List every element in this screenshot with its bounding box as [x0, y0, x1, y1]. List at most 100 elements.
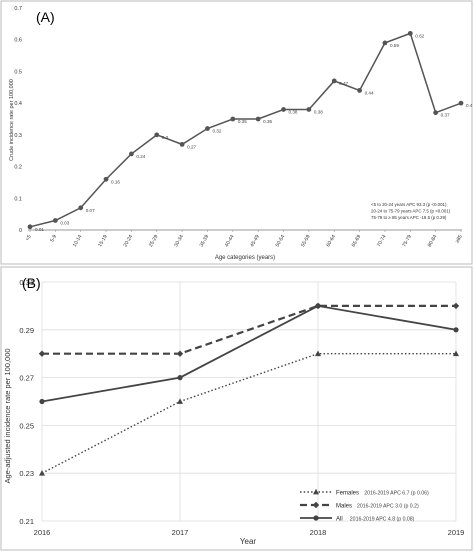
y-tick-label: 0.21	[19, 517, 34, 526]
legend-note: 2016-2019 APC 6.7 (p 0.06)	[364, 491, 429, 497]
data-point	[306, 107, 312, 112]
data-label: 0.37	[441, 113, 450, 118]
chart-b-svg: 0.21 0.23 0.25 0.27 0.29 0.31 2016 2017 2018 2019…	[0, 266, 473, 551]
y-tick-label: 0.3	[14, 133, 22, 139]
x-tick-label: 65-69	[351, 234, 363, 248]
data-point	[78, 205, 84, 211]
data-label: 0.62	[415, 33, 424, 38]
data-point	[129, 151, 134, 157]
series-line-females	[41, 352, 456, 474]
x-tick-label: 20-24	[123, 234, 135, 248]
data-label: 0.38	[314, 109, 323, 114]
data-point	[255, 116, 261, 122]
data-point	[154, 132, 160, 138]
x-tick-label: 10-14	[72, 234, 84, 248]
data-label: 0.32	[212, 129, 221, 134]
x-tick-label: 15-19	[97, 234, 109, 248]
data-point	[407, 30, 413, 36]
y-tick-label: 0.29	[19, 326, 34, 335]
legend-name: Males	[336, 504, 352, 510]
legend-marker-females	[313, 488, 319, 495]
data-point	[382, 40, 388, 46]
legend-note: 2016-2019 APC 4.8 (p 0.08)	[350, 517, 415, 523]
x-tick-label: 70-74	[376, 234, 388, 248]
x-tick-label: ≥85	[454, 234, 463, 244]
data-point	[52, 218, 58, 223]
apc-annotation: <5 to 20-24 years APC 93.3 (p <0.001)	[371, 202, 447, 207]
y-tick-label: 0.1	[14, 196, 22, 202]
data-point-all	[177, 375, 183, 381]
series-line	[29, 32, 462, 228]
panel-label: (B)	[22, 275, 41, 291]
y-tick-label: 0.31	[19, 278, 34, 287]
legend-marker-all	[313, 515, 319, 521]
apc-annotation: 75-79 to ≥ 85 years APC -19.5 (p 0.29)	[371, 215, 447, 220]
y-tick-label: 0.6	[14, 38, 22, 44]
data-label: 0.4	[466, 103, 473, 108]
panel-a-frame	[0, 0, 473, 265]
y-tick-label: 0.2	[14, 165, 22, 171]
data-point-males	[38, 350, 46, 357]
x-tick-label: 35-39	[199, 234, 211, 248]
data-point	[103, 176, 109, 182]
y-tick-label: 0.4	[14, 101, 22, 107]
y-tick-label: 0.25	[19, 421, 34, 430]
data-point-all	[315, 303, 321, 309]
panel-b-frame	[0, 266, 473, 551]
data-point	[331, 78, 337, 84]
data-point	[230, 116, 236, 122]
data-label: 0.03	[60, 220, 69, 225]
apc-annotation: 20-24 to 75-79 years APC 7.5 (p <0.001)	[371, 209, 451, 214]
x-tick-label: 25-29	[148, 234, 160, 248]
x-tick-label: 45-49	[249, 234, 261, 248]
x-tick-label: 40-44	[224, 234, 236, 248]
x-tick-label: 30-34	[173, 234, 185, 248]
series-line-all	[41, 304, 457, 403]
data-point-females	[453, 350, 459, 357]
data-point	[27, 224, 33, 230]
series-line-males	[42, 304, 456, 355]
data-label: 0.07	[86, 208, 95, 213]
x-tick-label: 80-84	[427, 234, 439, 248]
data-point-females	[177, 398, 183, 404]
data-label: 0.01	[35, 227, 44, 232]
panel-label: (A)	[36, 9, 55, 25]
data-label: 0.3	[162, 135, 169, 140]
legend-note: 2016-2019 APC 3.0 (p 0.2)	[357, 504, 419, 510]
data-label: 0.38	[289, 109, 298, 114]
data-point-all	[453, 327, 459, 333]
data-point-males	[452, 302, 460, 310]
x-tick-label: 2018	[310, 528, 327, 537]
data-point-all	[39, 398, 45, 405]
data-point	[205, 126, 210, 131]
data-point-females	[39, 470, 45, 476]
data-label: 0.35	[263, 119, 272, 124]
x-axis-title: Year	[240, 537, 257, 546]
data-label: 0.27	[187, 144, 196, 149]
y-axis-title: Crude incidence rate per 100,000	[9, 79, 15, 161]
data-point-males	[176, 350, 184, 357]
x-tick-label: 75-79	[401, 234, 413, 248]
data-label: 0.24	[136, 154, 145, 159]
x-tick-label: 2019	[448, 528, 465, 537]
y-tick-label: 0.5	[14, 69, 22, 75]
x-tick-label: <5	[25, 234, 33, 242]
legend-name: Females	[336, 491, 359, 497]
y-tick-label: 0.27	[19, 374, 34, 383]
data-label: 0.47	[339, 81, 348, 86]
x-tick-label: 55-59	[300, 234, 312, 248]
data-label: 0.59	[390, 43, 399, 48]
y-tick-label: 0.23	[19, 469, 34, 478]
x-axis-title: Age categories (years)	[215, 255, 275, 261]
data-point	[458, 100, 464, 106]
chart-a-svg: (A) 0 0.1 0.2 0.3 0.4 0.5 0.6 0.7 <5 5-9 10-14 15-19…	[0, 0, 473, 265]
chart-panel-b: 0.21 0.23 0.25 0.27 0.29 0.31 2016 2017 2018 2019…	[0, 266, 474, 552]
x-tick-label: 60-64	[325, 234, 337, 248]
y-axis-title: Age-adjusted incidence rate per 100,000	[3, 348, 12, 483]
x-tick-label: 2017	[172, 528, 189, 537]
data-label: 0.35	[238, 119, 247, 124]
x-tick-label: 50-54	[275, 234, 287, 248]
data-label: 0.16	[111, 179, 120, 184]
y-tick-label: 0	[19, 228, 22, 234]
legend-marker-males	[312, 501, 320, 509]
